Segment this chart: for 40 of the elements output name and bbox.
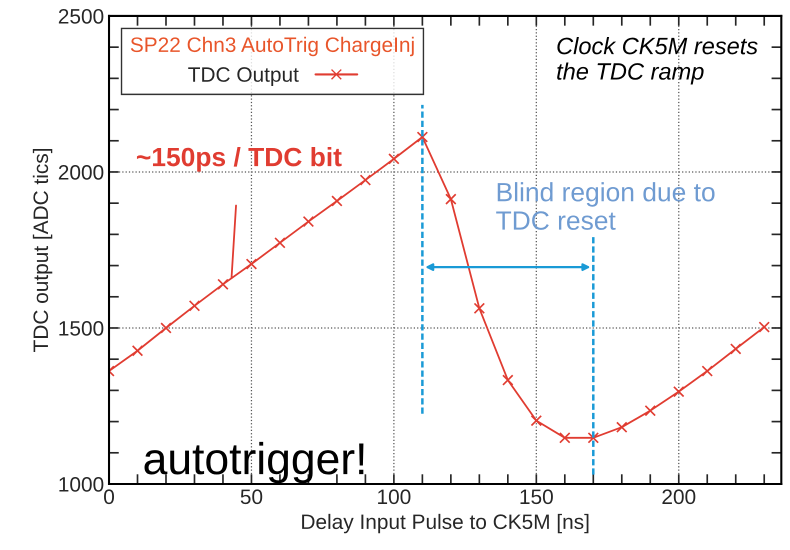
point xyxy=(530,414,542,426)
y-tick-label: 1500 xyxy=(59,320,104,336)
point xyxy=(274,237,286,248)
point xyxy=(702,365,713,377)
x-tick-label: 0 xyxy=(104,489,114,504)
y-axis-title: TDC output [ADC tics] xyxy=(32,149,52,352)
point xyxy=(673,386,684,398)
x-tick-label: 100 xyxy=(378,489,410,504)
point xyxy=(388,153,400,165)
point xyxy=(644,404,656,416)
point xyxy=(302,216,314,228)
point xyxy=(360,174,372,186)
annotation: Blind region due to TDC reset xyxy=(496,182,715,230)
annotation: ~150ps / TDC bit xyxy=(136,147,342,172)
legend-label: TDC Output xyxy=(188,67,299,86)
x-tick-label: 150 xyxy=(520,489,553,504)
point xyxy=(502,374,514,386)
annotation: Clock CK5M resets the TDC ramp xyxy=(557,37,758,84)
point xyxy=(730,343,742,355)
legend-title: SP22 Chn3 AutoTrig ChargeInj xyxy=(130,36,414,56)
x-tick-label: 200 xyxy=(662,489,696,504)
point xyxy=(559,432,571,444)
point xyxy=(758,321,770,333)
point xyxy=(331,195,343,207)
point xyxy=(160,322,172,334)
point xyxy=(474,302,486,314)
y-tick-label: 2500 xyxy=(58,8,104,24)
x-axis-title: Delay Input Pulse to CK5M [ns] xyxy=(302,514,588,534)
y-tick-label: 2000 xyxy=(58,164,104,180)
point xyxy=(246,258,258,270)
point xyxy=(588,432,599,444)
point xyxy=(616,422,628,433)
y-tick-label: 1000 xyxy=(59,477,104,492)
point xyxy=(445,193,457,205)
point xyxy=(188,300,200,312)
point xyxy=(217,278,229,290)
annotation: autotrigger! xyxy=(144,442,364,484)
x-tick-label: 50 xyxy=(240,489,262,504)
point xyxy=(416,131,428,143)
point xyxy=(132,345,144,356)
